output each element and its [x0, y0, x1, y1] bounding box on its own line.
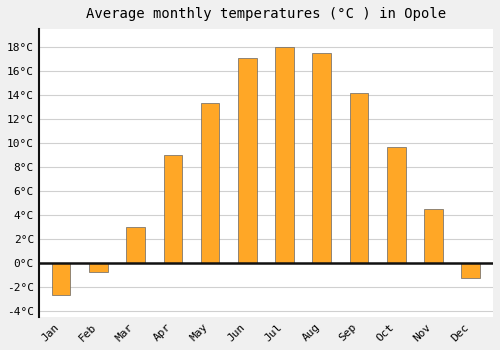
Bar: [126, 227, 145, 263]
Bar: [350, 93, 368, 263]
Bar: [238, 58, 256, 263]
Bar: [387, 147, 406, 263]
Bar: [424, 209, 443, 263]
Bar: [201, 103, 220, 263]
Title: Average monthly temperatures (°C ) in Opole: Average monthly temperatures (°C ) in Op…: [86, 7, 446, 21]
Bar: [89, 263, 108, 272]
Bar: [275, 47, 294, 263]
Bar: [462, 263, 480, 279]
Bar: [164, 155, 182, 263]
Bar: [312, 53, 331, 263]
Bar: [52, 263, 70, 295]
